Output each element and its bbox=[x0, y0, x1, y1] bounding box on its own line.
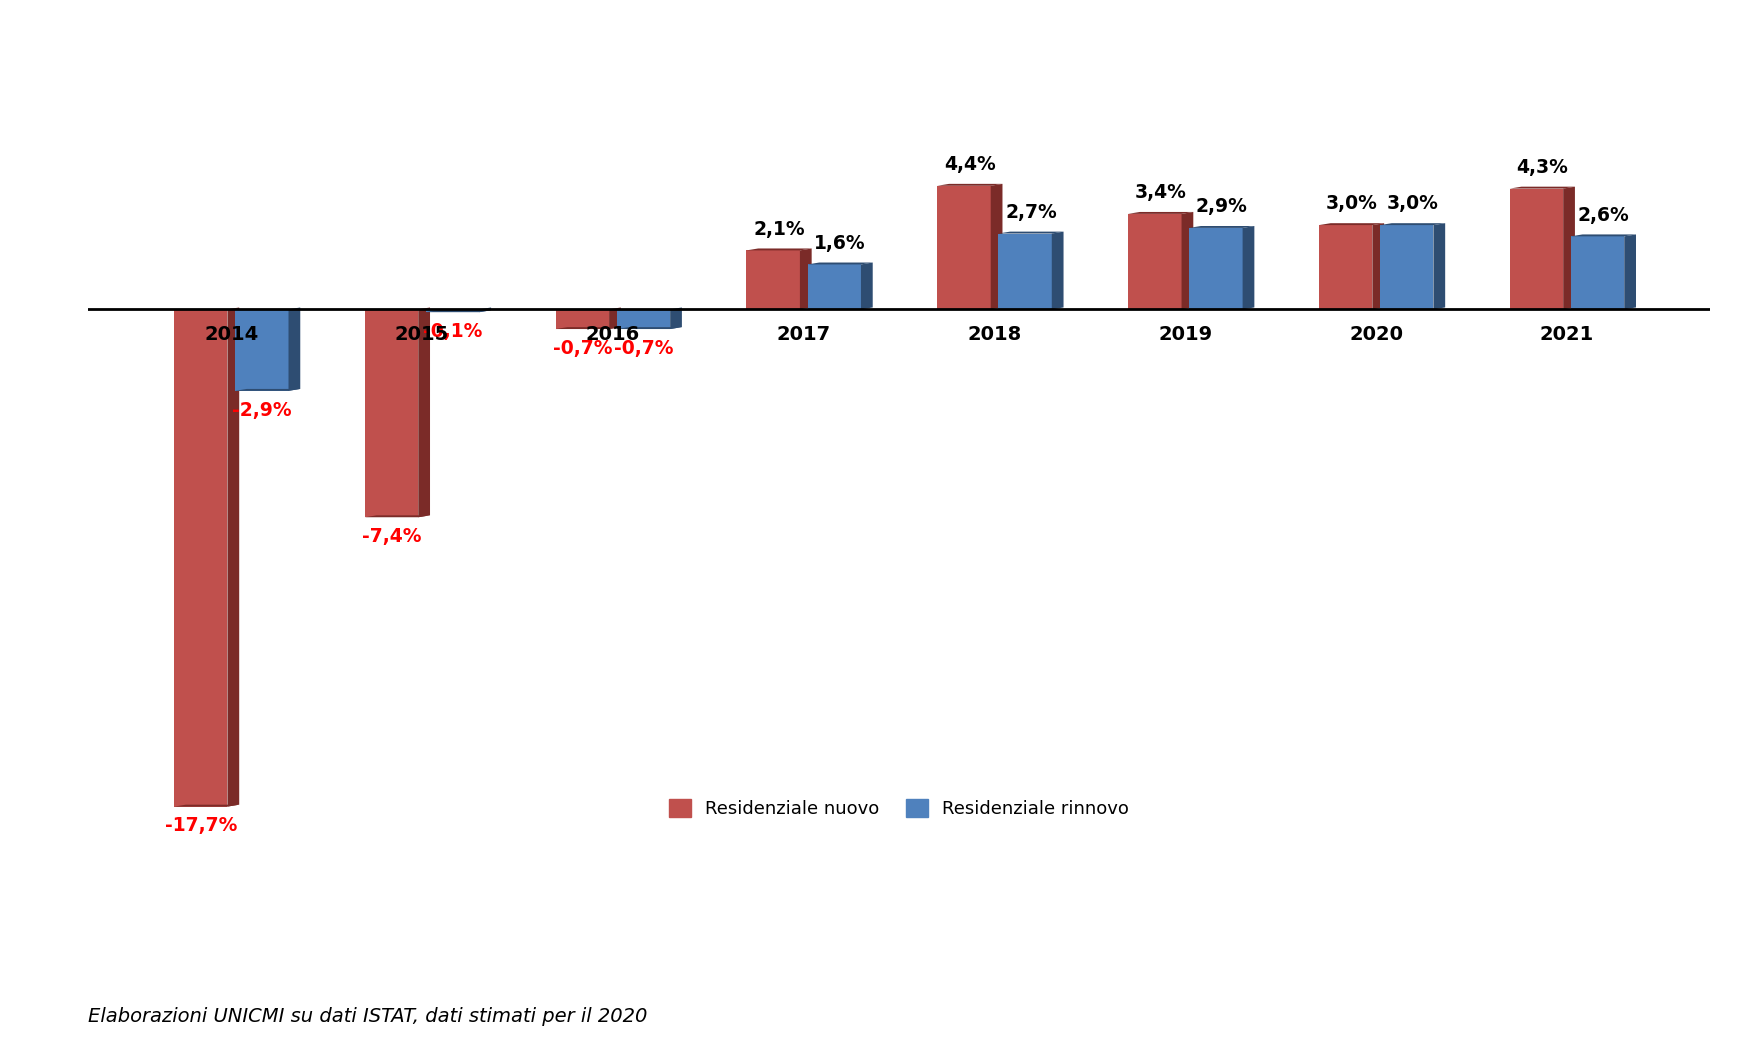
Text: 2020: 2020 bbox=[1349, 325, 1403, 344]
Text: -0,1%: -0,1% bbox=[423, 322, 483, 341]
Text: 2017: 2017 bbox=[777, 325, 830, 344]
Text: 2,6%: 2,6% bbox=[1578, 205, 1629, 224]
Polygon shape bbox=[1509, 186, 1574, 188]
Polygon shape bbox=[1433, 223, 1446, 309]
Polygon shape bbox=[1564, 186, 1574, 309]
Polygon shape bbox=[998, 234, 1053, 309]
Polygon shape bbox=[617, 327, 682, 329]
Polygon shape bbox=[418, 308, 430, 517]
Text: 3,0%: 3,0% bbox=[1326, 195, 1377, 214]
Text: 3,0%: 3,0% bbox=[1387, 195, 1439, 214]
Polygon shape bbox=[998, 232, 1063, 234]
Polygon shape bbox=[807, 262, 873, 264]
Text: 4,3%: 4,3% bbox=[1516, 158, 1569, 177]
Text: -2,9%: -2,9% bbox=[233, 401, 291, 420]
Polygon shape bbox=[746, 251, 800, 309]
Polygon shape bbox=[617, 309, 670, 329]
Polygon shape bbox=[289, 308, 300, 390]
Polygon shape bbox=[1372, 223, 1384, 309]
Legend: Residenziale nuovo, Residenziale rinnovo: Residenziale nuovo, Residenziale rinnovo bbox=[661, 791, 1137, 825]
Polygon shape bbox=[1319, 223, 1384, 225]
Text: 2,9%: 2,9% bbox=[1195, 197, 1248, 216]
Polygon shape bbox=[234, 309, 289, 390]
Polygon shape bbox=[427, 309, 480, 312]
Text: 4,4%: 4,4% bbox=[943, 156, 996, 174]
Polygon shape bbox=[800, 249, 811, 309]
Polygon shape bbox=[480, 308, 492, 312]
Text: 3,4%: 3,4% bbox=[1135, 183, 1186, 202]
Polygon shape bbox=[1380, 225, 1433, 309]
Polygon shape bbox=[1190, 226, 1253, 227]
Polygon shape bbox=[234, 389, 300, 390]
Text: 2,1%: 2,1% bbox=[753, 220, 806, 239]
Polygon shape bbox=[175, 309, 227, 806]
Polygon shape bbox=[807, 264, 860, 309]
Polygon shape bbox=[555, 309, 608, 329]
Polygon shape bbox=[1571, 235, 1636, 236]
Text: 2014: 2014 bbox=[205, 325, 259, 344]
Text: 2,7%: 2,7% bbox=[1005, 203, 1056, 222]
Polygon shape bbox=[1190, 227, 1243, 309]
Text: -0,7%: -0,7% bbox=[614, 339, 673, 358]
Polygon shape bbox=[1319, 225, 1372, 309]
Polygon shape bbox=[670, 308, 682, 329]
Text: Elaborazioni UNICMI su dati ISTAT, dati stimati per il 2020: Elaborazioni UNICMI su dati ISTAT, dati … bbox=[88, 1007, 647, 1026]
Polygon shape bbox=[175, 805, 240, 806]
Polygon shape bbox=[938, 184, 1003, 186]
Polygon shape bbox=[608, 308, 621, 329]
Polygon shape bbox=[555, 327, 621, 329]
Text: -0,7%: -0,7% bbox=[552, 339, 612, 358]
Text: 2019: 2019 bbox=[1158, 325, 1213, 344]
Text: 2018: 2018 bbox=[968, 325, 1023, 344]
Polygon shape bbox=[365, 515, 430, 517]
Text: 2015: 2015 bbox=[395, 325, 450, 344]
Polygon shape bbox=[1509, 188, 1564, 309]
Polygon shape bbox=[860, 262, 873, 309]
Polygon shape bbox=[365, 309, 418, 517]
Polygon shape bbox=[991, 184, 1003, 309]
Polygon shape bbox=[1128, 214, 1181, 309]
Polygon shape bbox=[1243, 226, 1253, 309]
Polygon shape bbox=[1128, 212, 1194, 214]
Polygon shape bbox=[1624, 235, 1636, 309]
Polygon shape bbox=[227, 308, 240, 806]
Polygon shape bbox=[1181, 212, 1194, 309]
Text: -17,7%: -17,7% bbox=[164, 817, 236, 836]
Polygon shape bbox=[746, 249, 811, 251]
Text: 2016: 2016 bbox=[585, 325, 640, 344]
Polygon shape bbox=[938, 186, 991, 309]
Text: 1,6%: 1,6% bbox=[815, 234, 866, 253]
Text: -7,4%: -7,4% bbox=[361, 527, 421, 546]
Polygon shape bbox=[1571, 236, 1624, 309]
Polygon shape bbox=[1380, 223, 1446, 225]
Polygon shape bbox=[427, 310, 492, 312]
Text: 2021: 2021 bbox=[1539, 325, 1594, 344]
Polygon shape bbox=[1053, 232, 1063, 309]
